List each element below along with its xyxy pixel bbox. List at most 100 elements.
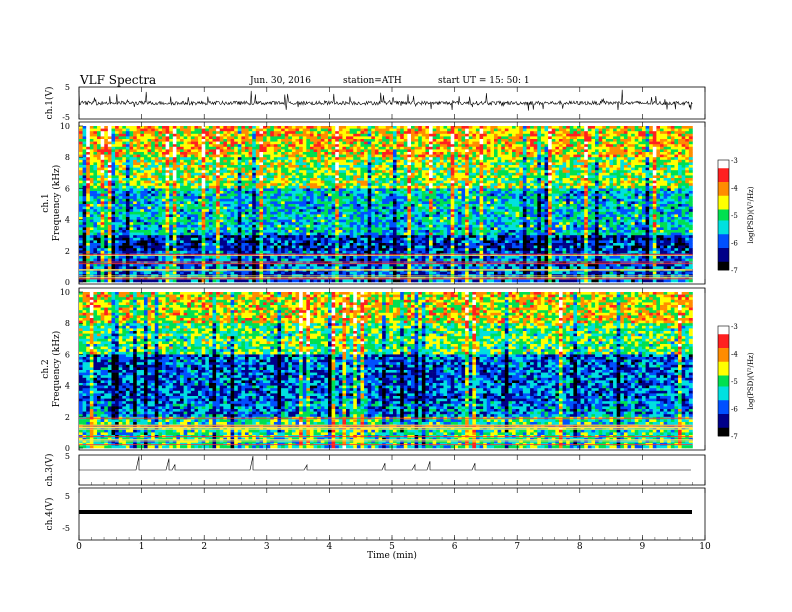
- spectrogram-cell: [338, 159, 343, 163]
- spectrogram-cell: [328, 191, 332, 194]
- spectrogram-cell: [89, 188, 94, 192]
- spectrogram-cell: [302, 180, 307, 184]
- spectrogram-cell: [241, 263, 246, 267]
- spectrogram-cell: [187, 144, 192, 148]
- spectrogram-cell: [158, 170, 163, 174]
- spectrogram-cell: [241, 217, 246, 220]
- spectrogram-cell: [107, 276, 112, 280]
- spectrogram-cell: [97, 154, 101, 158]
- spectrogram-cell: [245, 167, 249, 171]
- spectrogram-cell: [115, 136, 119, 140]
- spectrogram-cell: [180, 157, 184, 161]
- spectrogram-cell: [115, 258, 119, 262]
- spectrogram-cell: [183, 224, 188, 228]
- spectrogram-cell: [353, 162, 358, 166]
- spectrogram-cell: [165, 209, 170, 213]
- spectrogram-cell: [346, 180, 350, 184]
- spectrogram-cell: [367, 232, 372, 236]
- spectrogram-cell: [338, 248, 343, 252]
- spectrogram-cell: [335, 157, 340, 161]
- spectrogram-cell: [353, 211, 358, 215]
- spectrogram-cell: [79, 258, 83, 262]
- spectrogram-cell: [324, 227, 329, 231]
- spectrogram-cell: [205, 253, 210, 257]
- spectrogram-cell: [364, 183, 368, 187]
- spectrogram-cell: [176, 149, 181, 153]
- spectrogram-cell: [353, 126, 358, 129]
- spectrogram-cell: [118, 191, 123, 194]
- spectrogram-cell: [245, 258, 249, 262]
- spectrogram-cell: [122, 217, 127, 220]
- spectrogram-cell: [241, 279, 246, 283]
- spectrogram-cell: [201, 133, 206, 137]
- spectrogram-cell: [172, 180, 177, 184]
- spectrogram-cell: [245, 271, 249, 275]
- spectrogram-cell: [273, 188, 278, 192]
- spectrogram-cell: [241, 180, 246, 184]
- spectrogram-cell: [205, 279, 210, 283]
- spectrogram-cell: [97, 180, 101, 184]
- spectrogram-cell: [107, 230, 112, 233]
- spectrogram-cell: [367, 154, 372, 158]
- station-label: station=ATH: [343, 76, 402, 86]
- spectrogram-cell: [158, 240, 163, 244]
- spectrogram-cell: [205, 180, 210, 184]
- spectrogram-cell: [306, 149, 311, 153]
- spectrogram-cell: [183, 193, 188, 197]
- spectrogram-cell: [245, 149, 249, 153]
- spectrogram-cell: [140, 178, 145, 181]
- spectrogram-cell: [371, 222, 376, 226]
- spectrogram-cell: [324, 250, 329, 254]
- spectrogram-cell: [147, 172, 152, 176]
- spectrogram-cell: [338, 276, 343, 280]
- spectrogram-cell: [165, 266, 170, 270]
- spectrogram-cell: [219, 159, 224, 163]
- spectrogram-cell: [115, 170, 119, 174]
- spectrogram-cell: [230, 167, 235, 171]
- spectrogram-cell: [317, 209, 322, 213]
- spectrogram-cell: [367, 139, 372, 142]
- spectrogram-cell: [295, 139, 300, 142]
- spectrogram-cell: [335, 131, 340, 135]
- spectrogram-cell: [291, 214, 296, 218]
- spectrogram-cell: [259, 227, 264, 231]
- spectrogram-cell: [151, 191, 156, 194]
- spectrogram-cell: [129, 170, 134, 174]
- spectrogram-cell: [115, 261, 119, 265]
- spectrogram-cell: [208, 232, 213, 236]
- spectrogram-cell: [263, 154, 267, 158]
- spectrogram-cell: [194, 170, 199, 174]
- spectrogram-cell: [147, 230, 152, 233]
- spectrogram-cell: [360, 185, 365, 189]
- spectrogram-cell: [129, 230, 134, 233]
- spectrogram-cell: [349, 144, 354, 148]
- spectrogram-cell: [107, 133, 112, 137]
- spectrogram-cell: [208, 152, 213, 155]
- spectrogram-cell: [241, 157, 246, 161]
- spectrogram-cell: [147, 146, 152, 150]
- spectrogram-cell: [255, 191, 260, 194]
- spectrogram-cell: [125, 214, 130, 218]
- spectrogram-cell: [288, 261, 293, 265]
- spectrogram-cell: [93, 167, 98, 171]
- spectrogram-cell: [79, 136, 83, 140]
- spectrogram-cell: [306, 204, 311, 207]
- spectrogram-cell: [208, 235, 213, 239]
- spectrogram-cell: [183, 263, 188, 267]
- spectrogram-cell: [151, 178, 156, 181]
- spectrogram-cell: [371, 276, 376, 280]
- spectrogram-cell: [371, 183, 376, 187]
- spectrogram-cell: [226, 253, 231, 257]
- spectrogram-cell: [97, 261, 101, 265]
- spectrogram-cell: [266, 271, 271, 275]
- spectrogram-cell: [317, 183, 322, 187]
- spectrogram-cell: [234, 128, 239, 132]
- spectrogram-cell: [335, 175, 340, 179]
- spectrogram-cell: [248, 219, 253, 223]
- spectrogram-cell: [371, 256, 376, 259]
- spectrogram-cell: [219, 271, 224, 275]
- spectrogram-cell: [93, 152, 98, 155]
- spectrogram-cell: [295, 243, 300, 246]
- spectrogram-cell: [291, 193, 296, 197]
- spectrogram-cell: [309, 261, 314, 265]
